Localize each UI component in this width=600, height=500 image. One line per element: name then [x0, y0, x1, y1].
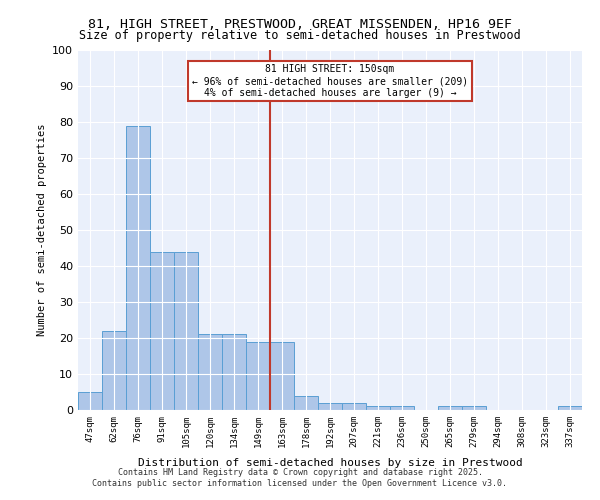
Bar — [558, 406, 582, 410]
Text: Size of property relative to semi-detached houses in Prestwood: Size of property relative to semi-detach… — [79, 29, 521, 42]
Text: Contains HM Land Registry data © Crown copyright and database right 2025.
Contai: Contains HM Land Registry data © Crown c… — [92, 468, 508, 487]
Bar — [270, 342, 294, 410]
Bar — [438, 406, 462, 410]
Bar — [102, 331, 126, 410]
Bar — [390, 406, 414, 410]
Bar — [222, 334, 246, 410]
Y-axis label: Number of semi-detached properties: Number of semi-detached properties — [37, 124, 47, 336]
Bar — [366, 406, 390, 410]
Bar — [342, 403, 366, 410]
Text: 81, HIGH STREET, PRESTWOOD, GREAT MISSENDEN, HP16 9EF: 81, HIGH STREET, PRESTWOOD, GREAT MISSEN… — [88, 18, 512, 30]
Bar — [174, 252, 198, 410]
Bar — [246, 342, 270, 410]
X-axis label: Distribution of semi-detached houses by size in Prestwood: Distribution of semi-detached houses by … — [137, 458, 523, 468]
Bar — [198, 334, 222, 410]
Bar — [462, 406, 486, 410]
Bar — [150, 252, 174, 410]
Bar — [126, 126, 150, 410]
Bar — [78, 392, 102, 410]
Bar — [294, 396, 318, 410]
Text: 81 HIGH STREET: 150sqm
← 96% of semi-detached houses are smaller (209)
4% of sem: 81 HIGH STREET: 150sqm ← 96% of semi-det… — [192, 64, 468, 98]
Bar — [318, 403, 342, 410]
